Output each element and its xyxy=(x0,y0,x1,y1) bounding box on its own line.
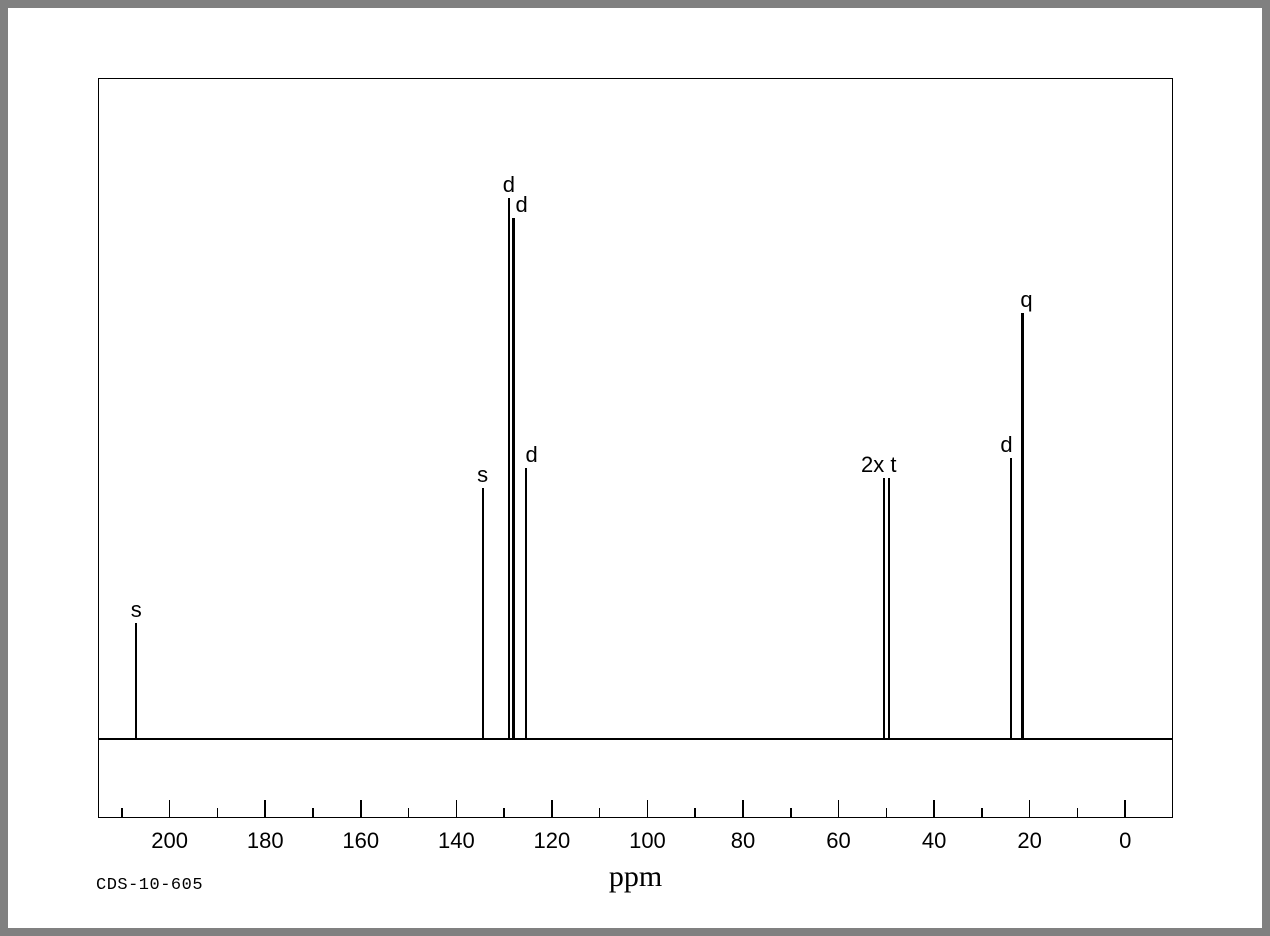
x-tick xyxy=(1077,808,1079,818)
nmr-peak xyxy=(512,218,515,738)
page-frame: 020406080100120140160180200ssddd2x tdq p… xyxy=(8,8,1262,928)
x-tick xyxy=(456,800,458,818)
x-tick xyxy=(694,808,696,818)
x-tick xyxy=(599,808,601,818)
peak-label: 2x t xyxy=(861,452,896,478)
x-tick xyxy=(551,800,553,818)
x-tick-label: 40 xyxy=(922,828,946,854)
nmr-peak xyxy=(1021,313,1024,738)
x-tick xyxy=(933,800,935,818)
peak-label: d xyxy=(1000,432,1012,458)
x-tick xyxy=(121,808,123,818)
nmr-spectrum-plot: 020406080100120140160180200ssddd2x tdq xyxy=(98,78,1173,818)
peak-label: q xyxy=(1020,287,1032,313)
x-tick xyxy=(790,808,792,818)
peak-label: s xyxy=(477,462,488,488)
x-tick xyxy=(886,808,888,818)
peak-label: s xyxy=(131,597,142,623)
reference-code: CDS-10-605 xyxy=(96,876,203,895)
peak-label: d xyxy=(516,192,528,218)
x-tick xyxy=(503,808,505,818)
x-tick-label: 0 xyxy=(1119,828,1131,854)
x-tick xyxy=(1124,800,1126,818)
x-tick xyxy=(169,800,171,818)
x-tick-label: 20 xyxy=(1017,828,1041,854)
peak-label: d xyxy=(503,172,515,198)
x-tick-label: 160 xyxy=(342,828,379,854)
nmr-peak xyxy=(1010,458,1012,738)
x-axis-label: ppm xyxy=(609,860,662,894)
x-tick-label: 180 xyxy=(247,828,284,854)
peak-label: d xyxy=(525,442,537,468)
x-tick xyxy=(647,800,649,818)
x-tick-label: 200 xyxy=(151,828,188,854)
x-tick-label: 140 xyxy=(438,828,475,854)
nmr-peak xyxy=(888,478,890,738)
x-tick-label: 80 xyxy=(731,828,755,854)
x-tick xyxy=(264,800,266,818)
nmr-peak xyxy=(135,623,137,738)
x-tick xyxy=(742,800,744,818)
nmr-peak xyxy=(883,478,885,738)
x-tick xyxy=(217,808,219,818)
x-tick xyxy=(312,808,314,818)
x-tick xyxy=(1029,800,1031,818)
x-tick-label: 60 xyxy=(826,828,850,854)
baseline xyxy=(99,738,1172,740)
nmr-peak xyxy=(525,468,527,738)
nmr-peak xyxy=(508,198,511,738)
x-tick-label: 120 xyxy=(534,828,571,854)
x-tick xyxy=(408,808,410,818)
x-tick xyxy=(981,808,983,818)
x-tick xyxy=(360,800,362,818)
nmr-peak xyxy=(482,488,484,738)
x-tick-label: 100 xyxy=(629,828,666,854)
x-tick xyxy=(838,800,840,818)
